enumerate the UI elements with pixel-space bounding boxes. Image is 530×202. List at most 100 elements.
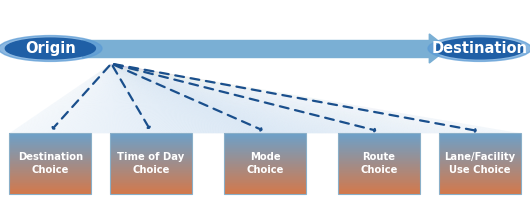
Polygon shape: [111, 64, 473, 133]
Polygon shape: [111, 64, 122, 133]
Bar: [338, 170, 420, 171]
Polygon shape: [111, 64, 275, 133]
Bar: [338, 161, 420, 162]
Bar: [338, 136, 420, 137]
Bar: [439, 184, 520, 185]
Bar: [439, 144, 520, 145]
Polygon shape: [111, 64, 470, 133]
Polygon shape: [111, 64, 310, 133]
Bar: [10, 186, 91, 187]
Bar: [224, 170, 306, 171]
Bar: [439, 138, 520, 139]
Polygon shape: [111, 64, 267, 133]
Polygon shape: [111, 64, 268, 133]
Bar: [110, 170, 192, 171]
Bar: [439, 149, 520, 150]
Bar: [224, 141, 306, 142]
Polygon shape: [66, 64, 111, 133]
Polygon shape: [111, 64, 226, 133]
Polygon shape: [111, 64, 183, 133]
Polygon shape: [111, 64, 377, 133]
Polygon shape: [111, 64, 195, 133]
Bar: [224, 173, 306, 174]
Polygon shape: [111, 64, 407, 133]
Bar: [10, 148, 91, 149]
Polygon shape: [111, 64, 338, 133]
Bar: [338, 160, 420, 161]
Polygon shape: [111, 64, 359, 133]
Bar: [10, 151, 91, 152]
Polygon shape: [111, 64, 244, 133]
Polygon shape: [111, 64, 113, 133]
Bar: [224, 133, 306, 134]
Polygon shape: [111, 64, 304, 133]
Bar: [338, 139, 420, 140]
Bar: [110, 192, 192, 193]
Polygon shape: [111, 64, 333, 133]
Polygon shape: [57, 64, 111, 133]
Bar: [10, 192, 91, 193]
Bar: [439, 163, 520, 164]
Bar: [439, 190, 520, 191]
Polygon shape: [111, 64, 296, 133]
Polygon shape: [111, 64, 443, 133]
Bar: [338, 142, 420, 143]
Polygon shape: [111, 64, 210, 133]
Polygon shape: [107, 64, 111, 133]
Polygon shape: [111, 64, 427, 133]
Bar: [10, 170, 91, 171]
Bar: [338, 175, 420, 176]
Bar: [224, 143, 306, 144]
Polygon shape: [101, 64, 111, 133]
Polygon shape: [111, 64, 246, 133]
Polygon shape: [111, 64, 303, 133]
Bar: [10, 138, 91, 139]
Bar: [10, 133, 91, 194]
Text: Lane/Facility
Use Choice: Lane/Facility Use Choice: [444, 153, 515, 175]
Polygon shape: [111, 64, 331, 133]
Bar: [10, 166, 91, 167]
Bar: [110, 164, 192, 165]
Bar: [338, 145, 420, 146]
Polygon shape: [111, 64, 360, 133]
Polygon shape: [111, 64, 282, 133]
Bar: [224, 161, 306, 162]
Polygon shape: [111, 64, 140, 133]
Polygon shape: [111, 64, 490, 133]
Bar: [439, 133, 520, 134]
Bar: [10, 189, 91, 190]
Bar: [110, 133, 192, 134]
Polygon shape: [111, 64, 279, 133]
Bar: [110, 141, 192, 142]
Polygon shape: [111, 64, 320, 133]
Bar: [338, 168, 420, 169]
Polygon shape: [111, 64, 516, 133]
Bar: [439, 179, 520, 180]
Bar: [110, 149, 192, 150]
Bar: [338, 171, 420, 172]
Ellipse shape: [435, 38, 525, 59]
Bar: [439, 134, 520, 135]
Bar: [10, 173, 91, 174]
Bar: [10, 180, 91, 181]
Bar: [224, 181, 306, 182]
Polygon shape: [13, 64, 111, 133]
Polygon shape: [111, 64, 294, 133]
Polygon shape: [67, 64, 111, 133]
Bar: [439, 133, 520, 194]
Bar: [10, 177, 91, 178]
Polygon shape: [111, 64, 123, 133]
Polygon shape: [86, 64, 111, 133]
Bar: [439, 153, 520, 154]
Bar: [10, 159, 91, 160]
Polygon shape: [28, 64, 111, 133]
Polygon shape: [111, 64, 209, 133]
Bar: [338, 154, 420, 155]
Ellipse shape: [428, 36, 530, 61]
Bar: [338, 178, 420, 179]
Bar: [224, 134, 306, 135]
Bar: [224, 164, 306, 165]
Polygon shape: [111, 64, 142, 133]
Polygon shape: [111, 64, 464, 133]
Polygon shape: [111, 64, 258, 133]
